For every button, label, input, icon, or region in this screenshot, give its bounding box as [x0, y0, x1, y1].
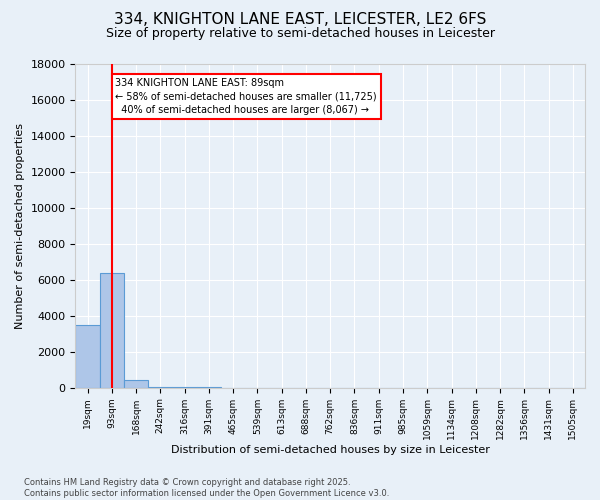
X-axis label: Distribution of semi-detached houses by size in Leicester: Distribution of semi-detached houses by … — [171, 445, 490, 455]
Bar — [148, 386, 172, 388]
Text: Contains HM Land Registry data © Crown copyright and database right 2025.
Contai: Contains HM Land Registry data © Crown c… — [24, 478, 389, 498]
Bar — [124, 380, 148, 388]
Y-axis label: Number of semi-detached properties: Number of semi-detached properties — [15, 123, 25, 329]
Text: 334, KNIGHTON LANE EAST, LEICESTER, LE2 6FS: 334, KNIGHTON LANE EAST, LEICESTER, LE2 … — [114, 12, 486, 28]
Text: Size of property relative to semi-detached houses in Leicester: Size of property relative to semi-detach… — [106, 28, 494, 40]
Bar — [76, 324, 100, 388]
Bar — [100, 272, 124, 388]
Text: 334 KNIGHTON LANE EAST: 89sqm
← 58% of semi-detached houses are smaller (11,725): 334 KNIGHTON LANE EAST: 89sqm ← 58% of s… — [115, 78, 377, 115]
